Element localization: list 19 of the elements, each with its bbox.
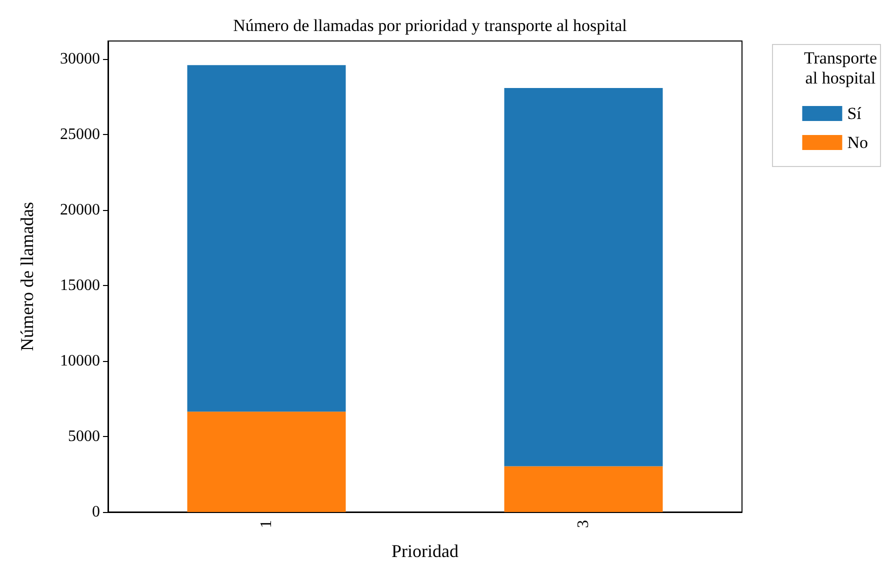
y-tick-label: 5000 — [68, 428, 100, 446]
y-tick-label: 25000 — [60, 126, 100, 144]
y-tick-label: 10000 — [60, 352, 100, 370]
bar — [504, 88, 663, 466]
x-axis-title: Prioridad — [392, 541, 458, 561]
y-axis-title: Número de llamadas — [17, 202, 37, 351]
chart-title: Número de llamadas por prioridad y transporte al hospital — [233, 16, 628, 35]
legend-title: Transporte al hospital — [804, 48, 878, 88]
y-tick-label: 30000 — [60, 50, 100, 68]
y-tick-label: 15000 — [60, 277, 100, 294]
y-tick-label: 0 — [92, 504, 100, 520]
legend-label: Sí — [847, 104, 862, 123]
bar — [187, 412, 346, 512]
legend-label: No — [847, 133, 868, 152]
y-tick-label: 20000 — [60, 202, 100, 219]
x-tick-label: 1 — [258, 520, 275, 528]
bar — [187, 65, 346, 412]
bar — [504, 466, 663, 512]
x-tick-label: 3 — [575, 520, 592, 528]
